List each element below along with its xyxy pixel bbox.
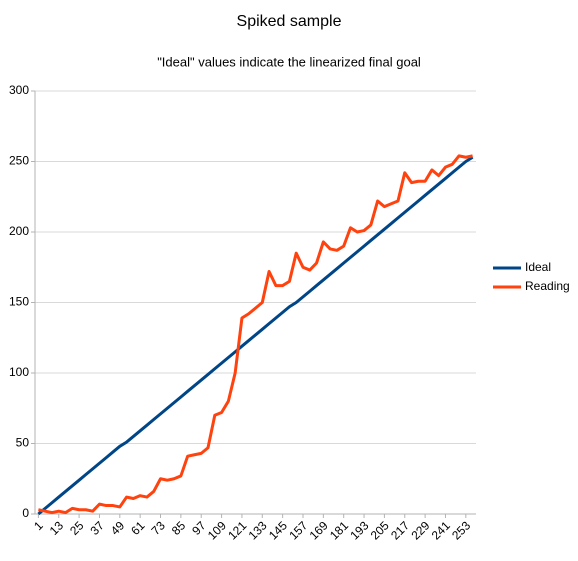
x-tick-label: 241 [429,518,453,542]
x-tick-label: 73 [149,518,169,538]
x-tick-label: 181 [327,518,351,542]
x-tick-label: 61 [128,518,148,538]
y-tick-label: 250 [9,154,29,168]
x-tick-label: 49 [108,518,128,538]
x-tick-label: 133 [246,518,270,542]
chart-title: Spiked sample [237,13,342,30]
x-tick-label: 145 [266,518,290,542]
y-tick-label: 0 [22,506,29,520]
x-tick-label: 121 [225,518,249,542]
y-tick-label: 200 [9,224,29,238]
y-tick-label: 150 [9,295,29,309]
x-tick-label: 253 [449,518,473,542]
x-tick-label: 193 [347,518,371,542]
series-line [38,154,473,515]
x-tick-label: 157 [286,518,310,542]
x-tick-label: 169 [307,518,331,542]
y-tick-label: 100 [9,365,29,379]
y-tick-label: 50 [16,436,30,450]
chart-subtitle: "Ideal" values indicate the linearized f… [157,54,421,69]
legend-label: Reading [525,279,570,293]
series-line [37,155,474,516]
x-tick-label: 37 [87,518,107,538]
x-tick-label: 25 [67,518,87,538]
x-tick-label: 1 [31,518,46,533]
legend-label: Ideal [525,260,551,274]
y-tick-label: 300 [9,83,29,97]
x-tick-label: 229 [408,518,432,542]
x-tick-label: 205 [368,518,392,542]
x-tick-label: 85 [169,518,189,538]
x-tick-label: 13 [47,518,67,538]
x-tick-label: 109 [205,518,229,542]
x-tick-label: 217 [388,518,412,542]
